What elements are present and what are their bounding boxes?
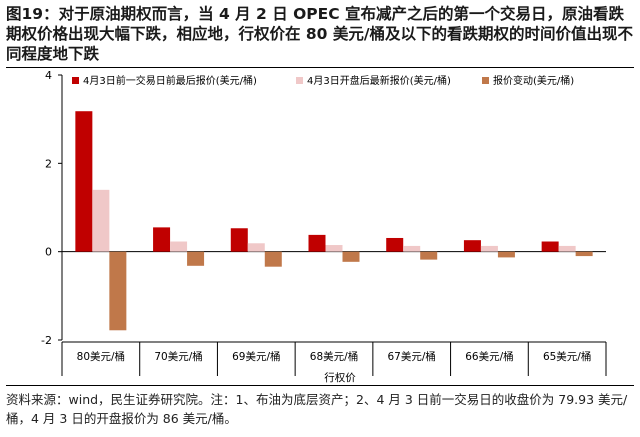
legend-swatch — [296, 77, 303, 84]
bar-2 — [92, 189, 110, 252]
x-tick-label: 70美元/桶 — [154, 350, 202, 363]
bar-2 — [403, 245, 421, 252]
x-tick-label: 80美元/桶 — [77, 350, 125, 363]
legend-swatch — [482, 77, 489, 84]
y-tick-label: -2 — [41, 334, 52, 347]
bar-3 — [497, 251, 515, 258]
bar-1 — [230, 228, 248, 252]
x-tick-label: 66美元/桶 — [465, 350, 513, 363]
legend-swatch — [72, 77, 79, 84]
x-axis-title: 行权价 — [324, 371, 356, 384]
y-tick-label: 4 — [45, 69, 52, 82]
legend-label: 4月3日开盘后最新报价(美元/桶) — [307, 74, 451, 87]
bar-3 — [187, 251, 205, 266]
bar-3 — [575, 251, 593, 257]
legend-label: 4月3日前一交易日前最后报价(美元/桶) — [83, 74, 257, 87]
bar-2 — [558, 245, 576, 252]
x-tick-label: 65美元/桶 — [543, 350, 591, 363]
bar-2 — [325, 245, 343, 252]
bar-3 — [420, 251, 438, 260]
source-divider — [6, 385, 634, 386]
bar-2 — [480, 245, 498, 252]
y-tick-label: 2 — [45, 157, 52, 170]
bar-1 — [463, 240, 481, 252]
x-tick-label: 69美元/桶 — [232, 350, 280, 363]
bar-1 — [541, 241, 559, 252]
bar-3 — [264, 251, 282, 267]
bar-1 — [308, 234, 326, 252]
bar-1 — [153, 227, 171, 252]
bar-chart: -2 0 2 4 80美元/桶 70美元/桶 69美元/桶 68美元/桶 67美元/桶 66美元/… — [41, 69, 607, 384]
figure-title: 图19：对于原油期权而言，当 4 月 2 日 OPEC 宣布减产之后的第一个交易… — [6, 5, 634, 63]
x-tick-label: 67美元/桶 — [388, 350, 436, 363]
source-note: 资料来源：wind，民生证券研究院。注：1、布油为底层资产；2、4 月 3 日前… — [6, 392, 628, 426]
x-tick-label: 68美元/桶 — [310, 350, 358, 363]
bar-3 — [342, 251, 360, 262]
legend-label: 报价变动(美元/桶) — [493, 74, 574, 87]
bar-1 — [386, 237, 404, 252]
bar-2 — [247, 243, 265, 252]
bar-2 — [170, 241, 188, 252]
y-tick-label: 0 — [45, 246, 52, 259]
title-divider — [6, 67, 634, 68]
bar-1 — [75, 111, 93, 252]
bar-3 — [109, 251, 127, 331]
